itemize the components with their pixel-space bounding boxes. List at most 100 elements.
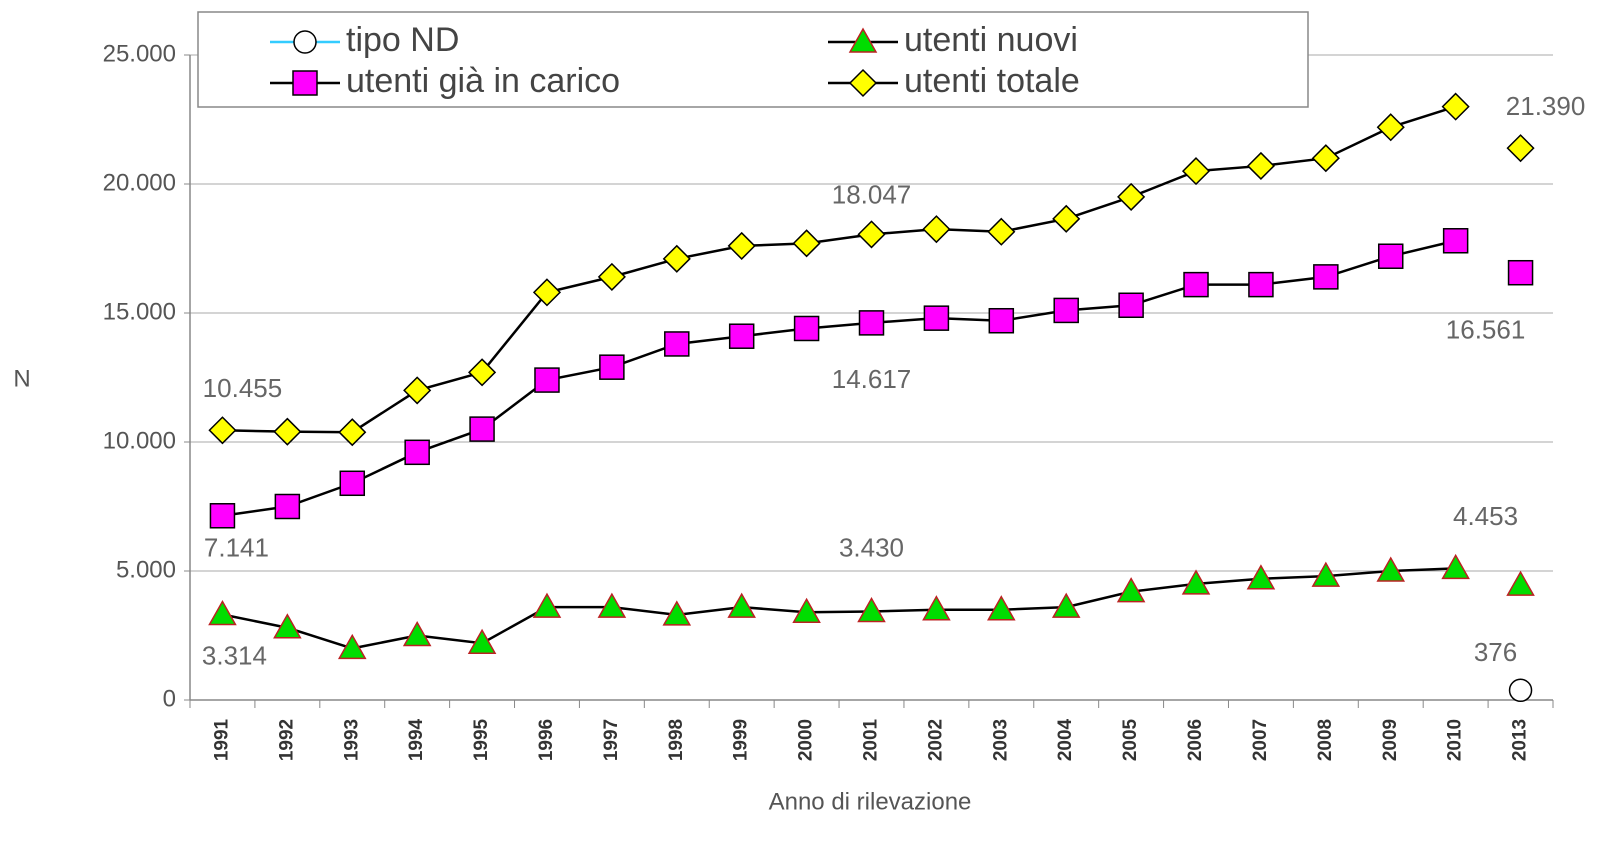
marker bbox=[792, 597, 821, 624]
marker bbox=[403, 376, 432, 405]
marker bbox=[402, 620, 432, 647]
legend-label: tipo ND bbox=[346, 21, 459, 59]
marker bbox=[597, 262, 626, 291]
legend-label: utenti totale bbox=[904, 62, 1080, 100]
marker bbox=[273, 613, 302, 639]
data-label: 3.314 bbox=[202, 640, 267, 670]
marker bbox=[1181, 569, 1211, 595]
marker bbox=[664, 331, 690, 357]
y-tick-label: 25.000 bbox=[103, 40, 176, 67]
marker bbox=[273, 417, 302, 446]
x-tick-label: 2010 bbox=[1445, 719, 1466, 761]
marker bbox=[469, 416, 495, 442]
x-axis-label: Anno di rilevazione bbox=[769, 788, 972, 815]
marker bbox=[599, 354, 625, 380]
marker bbox=[1506, 570, 1535, 596]
marker bbox=[923, 305, 950, 331]
x-tick-label: 1994 bbox=[406, 718, 427, 761]
x-tick-label: 2007 bbox=[1250, 719, 1271, 761]
marker bbox=[532, 592, 562, 618]
marker bbox=[857, 220, 886, 249]
marker bbox=[274, 493, 301, 520]
x-tick-label: 2003 bbox=[990, 719, 1011, 761]
legend-marker bbox=[848, 68, 878, 98]
legend-marker bbox=[292, 70, 318, 96]
data-label: 376 bbox=[1474, 637, 1517, 667]
marker bbox=[727, 231, 756, 260]
marker bbox=[1507, 259, 1534, 286]
data-label: 21.390 bbox=[1506, 91, 1586, 121]
marker bbox=[208, 599, 237, 626]
marker bbox=[1052, 204, 1081, 233]
marker bbox=[1441, 92, 1470, 121]
marker bbox=[208, 416, 237, 445]
y-tick-label: 20.000 bbox=[103, 169, 176, 196]
marker bbox=[337, 633, 367, 660]
x-tick-label: 2009 bbox=[1380, 719, 1401, 761]
marker bbox=[1117, 182, 1146, 211]
x-tick-label: 2002 bbox=[925, 719, 946, 761]
x-tick-label: 1996 bbox=[536, 719, 557, 761]
marker bbox=[1053, 297, 1079, 324]
legend-label: utenti già in carico bbox=[346, 62, 620, 100]
marker bbox=[532, 278, 562, 307]
data-label: 10.455 bbox=[203, 373, 283, 403]
marker bbox=[988, 307, 1015, 334]
x-tick-label: 1997 bbox=[601, 719, 622, 761]
marker bbox=[1116, 577, 1146, 603]
marker bbox=[1506, 134, 1535, 163]
marker bbox=[987, 595, 1016, 621]
x-tick-label: 2004 bbox=[1055, 718, 1076, 761]
x-tick-label: 2008 bbox=[1315, 719, 1336, 761]
data-label: 7.141 bbox=[204, 533, 269, 563]
x-tick-label: 1991 bbox=[211, 718, 232, 761]
x-tick-label: 1999 bbox=[731, 719, 752, 761]
marker bbox=[339, 470, 366, 497]
y-tick-label: 5.000 bbox=[116, 556, 176, 583]
legend-box bbox=[197, 11, 1309, 108]
marker bbox=[1051, 592, 1081, 618]
x-tick-label: 2005 bbox=[1120, 718, 1141, 761]
marker bbox=[534, 367, 560, 393]
marker bbox=[727, 592, 756, 618]
x-tick-label: 2013 bbox=[1510, 719, 1531, 761]
marker bbox=[1311, 144, 1340, 173]
marker bbox=[922, 215, 951, 244]
marker bbox=[467, 628, 497, 654]
marker bbox=[1118, 292, 1144, 319]
legend-marker bbox=[848, 27, 878, 53]
data-label: 4.453 bbox=[1453, 501, 1518, 531]
x-tick-label: 1993 bbox=[341, 719, 362, 761]
y-tick-label: 10.000 bbox=[103, 427, 176, 454]
marker bbox=[1181, 157, 1211, 186]
marker bbox=[662, 244, 691, 273]
x-tick-label: 2001 bbox=[861, 718, 882, 761]
x-tick-label: 1995 bbox=[471, 718, 492, 761]
marker bbox=[1441, 553, 1470, 580]
x-tick-label: 2006 bbox=[1185, 719, 1206, 761]
legend-label: utenti nuovi bbox=[904, 21, 1078, 59]
marker bbox=[404, 439, 430, 466]
marker bbox=[1246, 564, 1276, 590]
x-tick-label: 1998 bbox=[666, 719, 687, 761]
marker bbox=[209, 503, 236, 529]
marker bbox=[857, 596, 886, 623]
marker bbox=[987, 217, 1016, 246]
data-label: 16.561 bbox=[1446, 315, 1526, 345]
marker bbox=[793, 315, 820, 342]
y-tick-label: 0 bbox=[163, 685, 176, 712]
marker bbox=[1508, 678, 1533, 703]
legend-marker bbox=[293, 30, 317, 54]
marker bbox=[792, 229, 821, 258]
marker bbox=[597, 592, 627, 618]
marker bbox=[922, 595, 951, 621]
y-tick-label: 15.000 bbox=[103, 298, 176, 325]
y-axis-label: N bbox=[13, 365, 30, 392]
data-label: 3.430 bbox=[839, 532, 904, 562]
marker bbox=[1377, 243, 1404, 269]
marker bbox=[338, 418, 367, 447]
marker bbox=[662, 600, 692, 626]
series-line bbox=[222, 567, 1456, 650]
marker bbox=[1376, 113, 1405, 142]
